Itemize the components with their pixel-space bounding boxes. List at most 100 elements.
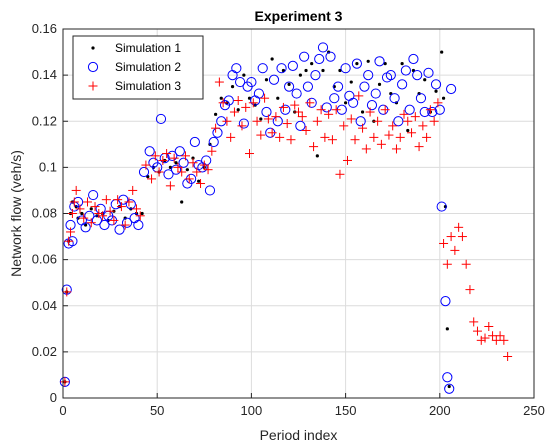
series-1-point	[276, 96, 280, 100]
series-3-point	[109, 215, 119, 225]
series-3-point	[425, 105, 435, 115]
series-3-point	[433, 98, 443, 108]
series-2-point	[348, 97, 359, 108]
series-3-point	[256, 130, 266, 140]
series-1-point	[191, 156, 195, 160]
series-1-point	[423, 78, 427, 82]
series-2-point	[419, 106, 430, 118]
series-3-point	[86, 218, 96, 228]
series-2-point	[374, 56, 385, 67]
series-2-point	[99, 219, 110, 231]
series-3-point	[248, 98, 258, 108]
series-3-point	[373, 116, 383, 126]
series-2-point	[430, 79, 442, 90]
series-2-point	[283, 81, 295, 92]
series-2-point	[423, 67, 434, 78]
series-3-point	[395, 132, 405, 142]
series-2-point	[246, 76, 257, 88]
series-3-point	[62, 287, 72, 297]
series-2-point	[427, 106, 438, 118]
series-3-point	[180, 151, 190, 161]
series-3-point	[297, 112, 307, 122]
chart-title: Experiment 3	[255, 8, 343, 24]
series-3-point	[354, 91, 364, 101]
series-2-point	[268, 74, 280, 85]
series-3-point	[82, 197, 92, 207]
x-tick-label: 50	[150, 403, 164, 418]
series-3-point	[335, 169, 345, 179]
series-2-point	[299, 51, 310, 62]
series-2-point	[231, 63, 242, 74]
series-2-point	[393, 116, 404, 127]
series-1-point	[287, 82, 291, 86]
series-1-point	[230, 85, 235, 89]
series-3-point	[75, 204, 85, 214]
legend-marker	[88, 81, 98, 91]
series-3	[60, 77, 513, 387]
series-3-point	[282, 119, 292, 129]
ticks: 0 50 100 150 200 250 0 0.02 0.04 0.06 0.08 0.1 0.12 0…	[32, 21, 545, 418]
series-3-point	[403, 116, 413, 126]
series-3-point	[94, 209, 104, 218]
series-3-point	[120, 220, 130, 230]
legend-marker	[87, 61, 99, 73]
series-3-point	[294, 107, 303, 117]
legend: Simulation 1 Simulation 2 Simulation 3	[72, 35, 204, 100]
series-2-point	[204, 185, 216, 196]
series-2-point	[408, 53, 419, 65]
series-3-point	[414, 142, 424, 152]
series-3-point	[158, 155, 168, 165]
series-3-point	[391, 144, 401, 154]
x-tick-label: 200	[429, 403, 451, 418]
series-3-point	[128, 185, 138, 195]
series-1-point	[304, 68, 308, 73]
series-3-point	[184, 174, 194, 184]
series-3-point	[388, 121, 398, 131]
x-axis-label: Period index	[260, 427, 338, 443]
series-3-point	[312, 116, 322, 126]
series-3-point	[263, 114, 273, 124]
series-3-point	[124, 197, 134, 207]
legend-marker	[91, 46, 95, 50]
series-2-point	[155, 113, 167, 125]
series-2-point	[385, 70, 396, 81]
series-2-point	[442, 372, 453, 383]
series-1-point	[349, 80, 353, 84]
series-3-point	[90, 202, 100, 212]
series-2-point	[208, 136, 219, 148]
legend-box	[72, 35, 204, 100]
legend-item: Simulation 2	[87, 60, 181, 74]
series-1-point	[434, 89, 438, 93]
series-2-point	[359, 81, 370, 92]
series-3-point	[488, 331, 498, 341]
series-3-point	[450, 245, 460, 255]
series-1-point	[185, 168, 189, 172]
x-tick-label: 250	[523, 403, 545, 418]
series-3-point	[380, 105, 390, 115]
series-3-point	[399, 109, 409, 119]
series-2-point	[167, 150, 178, 161]
series-3-point	[422, 132, 432, 142]
series-3-point	[199, 160, 209, 170]
series-3-point	[116, 202, 126, 212]
series-2-point	[291, 88, 302, 99]
series-3-point	[476, 335, 486, 345]
series-2-point	[261, 106, 272, 118]
series-1-point	[174, 161, 178, 165]
series-3-point	[79, 213, 89, 223]
series-2-point	[329, 93, 340, 104]
series-3-point	[369, 132, 379, 142]
series-3-point	[480, 333, 490, 343]
series-2-point	[325, 51, 336, 62]
series-2-point	[253, 88, 265, 99]
series-2-point	[125, 199, 136, 210]
series-1-point	[344, 101, 348, 105]
series-3-point	[358, 123, 368, 133]
series-3-point	[252, 116, 262, 126]
series-3-point	[69, 197, 79, 207]
series-3-point	[301, 125, 311, 135]
series-1-point	[360, 110, 365, 114]
series-2-point	[404, 104, 415, 115]
series-3-point	[457, 232, 467, 242]
